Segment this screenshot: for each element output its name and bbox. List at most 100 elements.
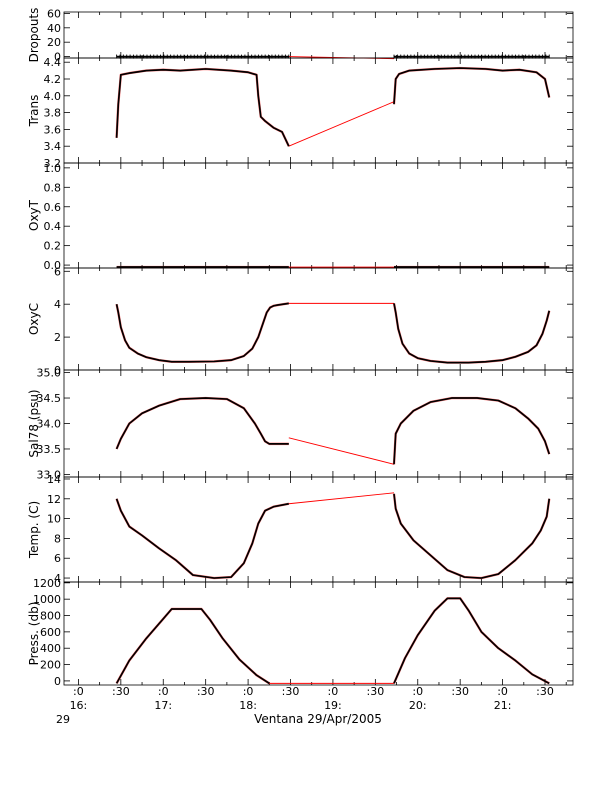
- y-axis-label: Temp. (C): [27, 501, 41, 559]
- panel-sal78: 35.0 34.5 34.0 33.5 33.0 Sal78 (psu): [27, 367, 574, 481]
- y-axis-label: Sal78 (psu): [27, 389, 41, 457]
- x-tick-label: :30: [366, 685, 384, 698]
- y-tick-label: 4.2: [44, 73, 62, 86]
- x-tick-label: :0: [73, 685, 84, 698]
- y-tick-label: 0.0: [44, 259, 62, 272]
- x-tick-label: :30: [197, 685, 215, 698]
- series-line-2: [393, 397, 551, 465]
- x-hour-label: 19:: [324, 699, 342, 712]
- panel-trans: 4.4 4.2 4.0 3.8 3.6 3.4 3.2 Trans: [27, 56, 574, 170]
- day-label: 29: [56, 713, 70, 726]
- series-noise-1: [115, 396, 289, 450]
- gap-line: [288, 101, 395, 147]
- series-noise-2: [392, 597, 550, 685]
- y-tick-label: 8: [54, 532, 61, 545]
- gap-line: [288, 437, 395, 465]
- y-tick-label: 4.4: [44, 56, 62, 69]
- y-tick-label: 200: [40, 659, 61, 672]
- y-tick-label: 3.6: [44, 123, 62, 136]
- y-tick-label: 0: [54, 364, 61, 377]
- series-line-1: [115, 397, 289, 450]
- y-axis-label: Trans: [27, 95, 41, 128]
- y-tick-label: 35.0: [37, 367, 62, 380]
- x-hour-label: 16:: [70, 699, 88, 712]
- panel-frame: [63, 476, 574, 583]
- y-tick-label: 6: [54, 265, 61, 278]
- y-tick-label: 14: [47, 473, 61, 486]
- y-tick-label: 0.6: [44, 201, 62, 214]
- y-axis-label: OxyC: [27, 303, 41, 335]
- series-noise-1: [115, 302, 289, 363]
- x-tick-label: :0: [243, 685, 254, 698]
- x-tick-label: :30: [451, 685, 469, 698]
- y-tick-label: 800: [40, 610, 61, 623]
- y-tick-label: 34.0: [37, 418, 62, 431]
- y-tick-label: 20: [47, 36, 61, 49]
- panel-temp: 14 12 10 8 6 4 Temp. (C): [27, 473, 574, 585]
- y-tick-label: 2: [54, 331, 61, 344]
- series-line-1: [115, 498, 289, 579]
- y-axis-label: Dropouts: [27, 8, 41, 63]
- y-tick-label: 6: [54, 552, 61, 565]
- series-line-1: [115, 68, 290, 147]
- y-tick-label: 0.8: [44, 181, 62, 194]
- y-tick-label: 3.8: [44, 107, 62, 120]
- y-tick-label: 0.2: [44, 240, 62, 253]
- y-tick-label: 3.4: [44, 140, 62, 153]
- series-noise-1: [115, 498, 290, 580]
- panel-frame: [63, 369, 574, 478]
- y-tick-label: 0.4: [44, 220, 62, 233]
- x-hour-label: 20:: [409, 699, 427, 712]
- x-tick-label: :0: [158, 685, 169, 698]
- series-noise-1: [115, 67, 290, 147]
- chart-panels: 6040200Dropouts4.44.24.03.83.63.43.2Tran…: [27, 7, 574, 688]
- y-axis-label: Press. (db): [27, 602, 41, 666]
- y-tick-label: 4: [54, 298, 61, 311]
- y-tick-label: 34.5: [37, 392, 62, 405]
- x-tick-label: :30: [112, 685, 130, 698]
- y-tick-label: 10: [47, 513, 61, 526]
- x-axis-title: Ventana 29/Apr/2005: [254, 712, 382, 726]
- y-tick-label: 1200: [33, 577, 61, 590]
- x-tick-label: :30: [536, 685, 554, 698]
- y-tick-label: 600: [40, 626, 61, 639]
- series-line-2: [393, 493, 551, 579]
- x-tick-label: :30: [282, 685, 300, 698]
- panel-frame: [63, 162, 574, 269]
- x-tick-label: :0: [412, 685, 423, 698]
- y-tick-label: 33.0: [37, 468, 62, 481]
- panel-press: 1200 1000 800 600 400 200 0 Press. (db): [27, 577, 574, 688]
- y-axis-label: OxyT: [27, 199, 41, 231]
- series-line-2: [393, 597, 550, 685]
- y-tick-label: 1.0: [44, 162, 62, 175]
- series-line-1: [115, 608, 270, 685]
- y-tick-label: 0: [54, 675, 61, 688]
- panel-oxyt: 1.0 0.8 0.6 0.4 0.2 0.0 OxyT: [27, 162, 574, 272]
- x-hour-label: 17:: [154, 699, 172, 712]
- x-hour-label: 21:: [494, 699, 512, 712]
- series-line-1: [115, 302, 289, 363]
- panel-frame: [63, 11, 574, 59]
- y-tick-label: 3.2: [44, 157, 62, 170]
- panel-frame: [63, 581, 574, 686]
- panel-oxyc: 6 4 2 0 OxyC: [27, 265, 574, 377]
- gap-line: [288, 492, 395, 505]
- y-tick-label: 33.5: [37, 443, 62, 456]
- y-tick-label: 60: [47, 7, 61, 20]
- series-noise-2: [392, 303, 551, 364]
- y-tick-label: 4: [54, 572, 61, 585]
- y-tick-label: 4.0: [44, 90, 62, 103]
- y-tick-label: 400: [40, 642, 61, 655]
- series-noise-2: [392, 66, 551, 105]
- x-hour-label: 18:: [239, 699, 257, 712]
- y-tick-label: 1000: [33, 593, 61, 606]
- series-noise-2: [392, 493, 551, 580]
- panel-frame: [63, 57, 574, 164]
- x-tick-label: :0: [328, 685, 339, 698]
- x-tick-label: :0: [497, 685, 508, 698]
- y-tick-label: 40: [47, 22, 61, 35]
- y-tick-label: 12: [47, 493, 61, 506]
- series-line-2: [393, 303, 551, 364]
